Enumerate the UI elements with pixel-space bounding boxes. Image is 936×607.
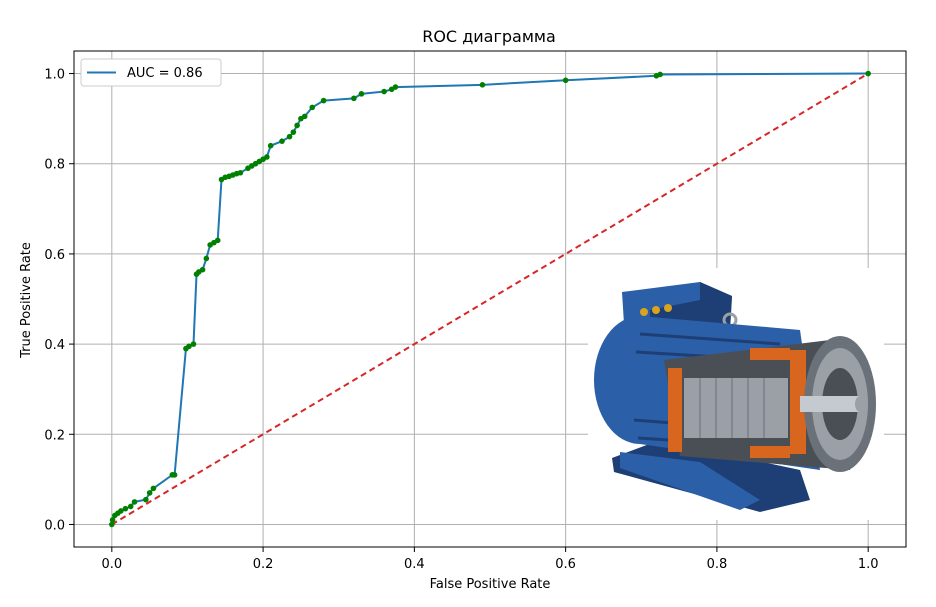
y-axis-ticks: 0.0 0.2 0.4 0.6 0.8 1.0: [44, 68, 74, 533]
roc-point: [127, 503, 134, 510]
legend-box: [80, 58, 222, 87]
roc-point: [392, 84, 399, 90]
x-tick-label: 1.0: [858, 557, 879, 572]
y-tick-label: 0.0: [44, 518, 65, 533]
roc-point: [186, 343, 192, 350]
y-tick-label: 0.2: [44, 428, 65, 443]
roc-point: [146, 490, 153, 496]
roc-point: [358, 91, 365, 97]
roc-point: [199, 266, 206, 273]
y-tick-label: 1.0: [44, 68, 65, 83]
roc-point: [351, 95, 357, 102]
roc-point: [131, 499, 138, 505]
electric-motor-icon: [588, 268, 884, 520]
random-baseline-line: [111, 72, 869, 526]
roc-point: [237, 169, 244, 176]
roc-point: [294, 122, 300, 129]
roc-point: [290, 129, 297, 135]
roc-point: [122, 505, 129, 512]
roc-point: [320, 97, 327, 104]
roc-point: [267, 142, 274, 149]
x-axis-label: False Positive Rate: [430, 577, 551, 592]
roc-point: [301, 113, 308, 120]
y-tick-label: 0.8: [44, 158, 65, 173]
chart-title: ROC диаграмма: [422, 27, 556, 46]
roc-point: [214, 237, 221, 244]
roc-point: [264, 154, 270, 160]
roc-point: [118, 508, 124, 514]
x-tick-label: 0.2: [253, 557, 274, 572]
roc-point: [279, 138, 285, 144]
roc-point: [865, 70, 871, 77]
roc-point: [562, 77, 569, 84]
roc-point: [479, 82, 486, 88]
plot-frame: [73, 50, 907, 548]
series-layer: [109, 70, 871, 528]
legend: AUC = 0.86: [80, 58, 222, 87]
roc-point: [171, 472, 178, 478]
roc-point: [657, 71, 663, 78]
roc-point: [143, 496, 149, 503]
roc-point: [190, 341, 197, 347]
roc-point: [150, 485, 157, 492]
y-tick-label: 0.6: [44, 248, 65, 263]
roc-point: [109, 521, 115, 528]
roc-point: [309, 104, 316, 111]
roc-point: [381, 88, 387, 95]
roc-point: [203, 255, 210, 262]
roc-point: [109, 517, 116, 523]
legend-label-auc: AUC = 0.86: [127, 66, 203, 81]
x-tick-label: 0.4: [404, 557, 425, 572]
y-tick-label: 0.4: [44, 338, 65, 353]
roc-point: [286, 133, 293, 140]
x-axis-ticks: 0.0 0.2 0.4 0.6 0.8 1.0: [101, 547, 879, 572]
x-tick-label: 0.8: [707, 557, 728, 572]
y-axis-label: True Positive Rate: [19, 242, 34, 359]
x-tick-label: 0.6: [555, 557, 576, 572]
x-tick-label: 0.0: [101, 557, 122, 572]
